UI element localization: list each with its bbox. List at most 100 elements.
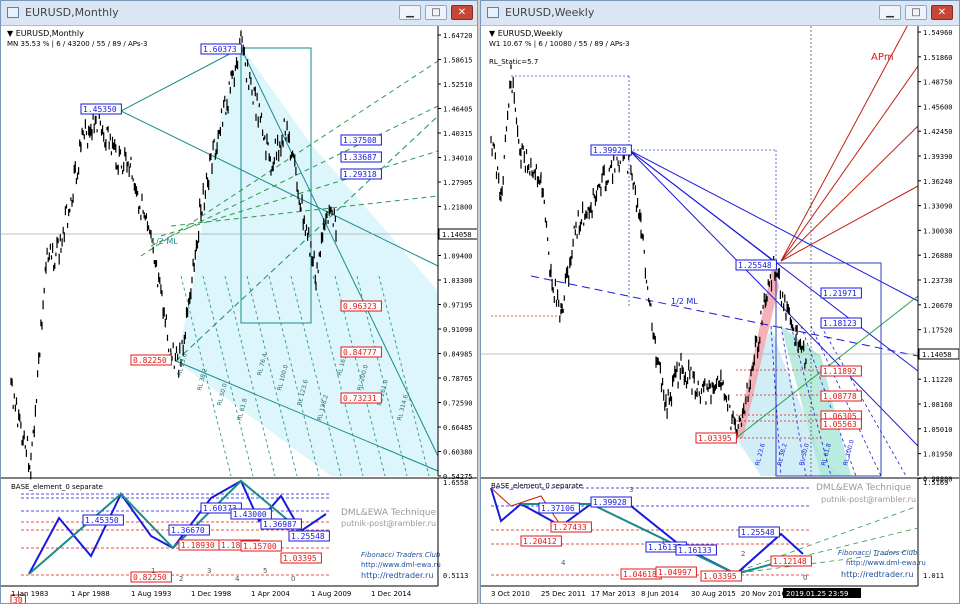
time-tick-label: 1 Dec 1998: [191, 590, 231, 598]
price-box-blue-frame: [340, 151, 382, 163]
price-box-blue-frame: [590, 144, 632, 156]
price-box-red: 1.05563: [823, 420, 857, 429]
sub-top-value: 1.5169: [923, 479, 948, 487]
price-box-blue: 1.39928: [593, 146, 627, 155]
sub-top-value: 1.6558: [443, 479, 468, 487]
sub-title: BASE_element_0 separate: [491, 482, 583, 490]
price-box-blue: 1.37508: [343, 136, 377, 145]
right-chart-window[interactable]: EURUSD,Weekly ▁ □ ✕ ▼ EURUSD,Weekly W1 10…: [480, 0, 960, 604]
price-box-red: 0.82250: [133, 356, 167, 365]
sub-title: BASE_element_0 separate: [11, 483, 103, 491]
chart-info-label: MN 35.53 % | 6 / 43200 / 55 / 89 / APs-3: [7, 40, 148, 48]
price-tick-label: 1.51860: [923, 54, 953, 62]
sub-box-red: 1.27433: [553, 523, 587, 532]
sub-box-red-frame: [700, 570, 742, 582]
rl-parallel: [290, 275, 342, 477]
watermark-title: DML&EWA Technique: [341, 508, 437, 518]
time-tick-label: 17 Mar 2013: [591, 590, 635, 598]
sub-box-red: 1.20412: [523, 537, 557, 546]
half-ml-label: 1/2 ML: [151, 237, 178, 246]
price-tick-label: 0.66485: [443, 424, 473, 432]
red-fan-line: [780, 65, 919, 262]
site-label-1: http://www.dml-ewa.ru: [361, 561, 441, 569]
wave-digit-label: 4: [561, 559, 566, 567]
price-box-red: 0.84777: [343, 348, 377, 357]
minimize-button[interactable]: ▁: [879, 5, 901, 20]
price-tick-label: 1.30030: [923, 227, 953, 235]
price-box-red-frame: [340, 300, 382, 312]
price-tick-label: 1.46405: [443, 106, 473, 114]
wave-digit-label: 1: [661, 538, 665, 546]
rl-parallel: [246, 275, 298, 477]
wave-digit-label: 0: [803, 574, 807, 582]
current-price-label: 1.14058: [442, 231, 472, 239]
sub-box-blue-frame: [738, 526, 780, 538]
maximize-button[interactable]: □: [905, 5, 927, 20]
sub-box-blue: 1.36987: [263, 520, 297, 529]
time-box: [775, 262, 882, 477]
watermark-email: putnik-post@rambler.ru: [341, 519, 436, 528]
price-tick-label: 1.09400: [443, 253, 473, 261]
blue-fan-line: [628, 149, 777, 264]
rl-parallel: [356, 275, 408, 477]
minimize-button[interactable]: ▁: [399, 5, 421, 20]
right-title-bar[interactable]: EURUSD,Weekly ▁ □ ✕: [481, 1, 959, 26]
right-chart-canvas[interactable]: ▼ EURUSD,Weekly W1 10.67 % | 6 / 10080 / …: [481, 26, 960, 604]
price-box-red-frame: [130, 354, 172, 366]
price-tick-label: 1.05010: [923, 426, 953, 434]
sub-box-red: 1.12148: [773, 557, 807, 566]
price-tick-label: 1.34010: [443, 155, 473, 163]
half-ml-line: [530, 275, 919, 357]
price-box-blue: 1.29318: [343, 170, 377, 179]
sub-box-blue: 1.60373: [203, 504, 237, 513]
fork-fill-green: [781, 326, 851, 476]
sub-box-blue-frame: [590, 496, 632, 508]
chart-window-icon: [487, 7, 499, 18]
left-chart-canvas[interactable]: ▼ EURUSD,Monthly MN 35.53 % | 6 / 43200 /…: [1, 26, 478, 604]
sub-box-red: 1.04618: [623, 570, 657, 579]
site-label-1: http://www.dml-ewa.ru: [846, 559, 926, 567]
price-box-red-frame: [695, 432, 737, 444]
maximize-button[interactable]: □: [425, 5, 447, 20]
price-tick-label: 1.39390: [923, 153, 953, 161]
rl-parallel: [378, 275, 430, 477]
price-box-blue: 1.21971: [823, 289, 857, 298]
close-button[interactable]: ✕: [451, 5, 473, 20]
price-tick-label: 0.60380: [443, 449, 473, 457]
chart-info-label: W1 10.67 % | 6 / 10080 / 55 / 89 / APs-3: [489, 40, 630, 48]
fork-line-2: [175, 360, 439, 472]
price-box-red-frame: [340, 346, 382, 358]
price-box-red: 1.06305: [823, 412, 857, 421]
left-chart-window[interactable]: EURUSD,Monthly ▁ □ ✕ ▼ EURUSD,Monthly MN …: [0, 0, 478, 604]
rl-parallel: [202, 275, 254, 477]
price-tick-label: 1.36240: [923, 178, 953, 186]
price-box-red: 1.03395: [698, 434, 732, 443]
sub-box-red-frame: [770, 555, 812, 567]
time-tick-label: 1 Apr 1988: [71, 590, 110, 598]
left-title-bar[interactable]: EURUSD,Monthly ▁ □ ✕: [1, 1, 477, 26]
price-box-red-frame: [820, 390, 862, 402]
left-window-title: EURUSD,Monthly: [25, 6, 119, 19]
site-label-2: http://redtrader.ru: [361, 571, 433, 580]
right-window-title: EURUSD,Weekly: [505, 6, 595, 19]
price-box-red-frame: [820, 365, 862, 377]
price-tick-label: 0.98800: [923, 475, 953, 483]
wave-digit-label: 2: [741, 550, 745, 558]
sub-box-red-frame: [130, 571, 172, 583]
close-button[interactable]: ✕: [931, 5, 953, 20]
time-tick-label: 1 Aug 2009: [311, 590, 351, 598]
price-box-red: 0.96323: [343, 302, 377, 311]
wave-digit-label: 0: [291, 575, 295, 583]
price-box-blue: 1.25548: [738, 261, 772, 270]
sub-box-red: 1.15700: [243, 542, 277, 551]
wave-digit-label: 3: [207, 567, 211, 575]
rl-line: [780, 325, 807, 477]
red-fan-line: [780, 125, 919, 262]
fork-fill-blue: [736, 326, 841, 476]
price-box-red: 1.08778: [823, 392, 857, 401]
price-box-blue-frame: [200, 43, 242, 55]
sub-box-red-frame: [520, 535, 562, 547]
price-tick-label: 1.58615: [443, 57, 473, 65]
sub-box-blue: 1.36670: [171, 526, 205, 535]
price-box-red-frame: [820, 418, 862, 430]
